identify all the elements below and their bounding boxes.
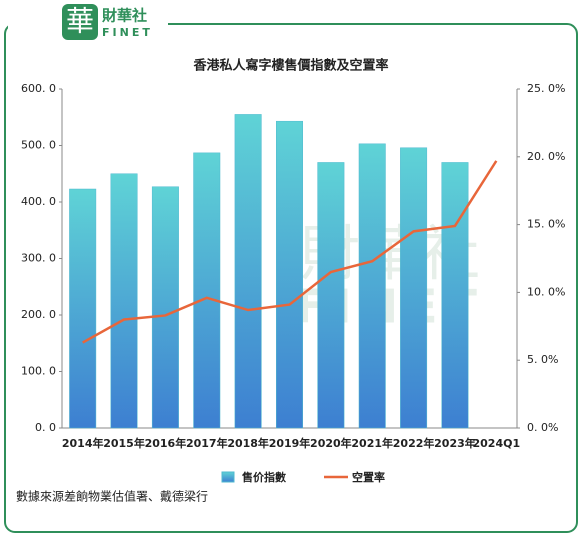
- x-tick-label: 2020年: [310, 436, 352, 450]
- bar: [400, 147, 428, 429]
- x-tick-label: 2023年: [434, 436, 476, 450]
- bar: [193, 152, 221, 429]
- logo-mark: 華: [66, 5, 94, 38]
- bar: [151, 186, 179, 429]
- x-tick-label: 2018年: [227, 436, 269, 450]
- bar: [234, 114, 262, 429]
- y-tick-label: 600. 0: [21, 82, 56, 95]
- x-tick-label: 2016年: [145, 436, 187, 450]
- bar: [317, 162, 345, 429]
- bar: [358, 143, 386, 429]
- chart-title: 香港私人寫字樓售價指數及空置率: [192, 58, 388, 74]
- x-tick-label: 2017年: [186, 436, 228, 450]
- y2-tick-label: 15. 0%: [527, 218, 565, 231]
- x-tick-label: 2021年: [351, 436, 393, 450]
- y-tick-label: 500. 0: [21, 139, 56, 152]
- x-tick-label: 2019年: [269, 436, 311, 450]
- line: [82, 160, 498, 344]
- frame: [4, 23, 578, 533]
- bar: [69, 188, 97, 429]
- logo-latin: FINET: [102, 26, 153, 39]
- legend-label: 空置率: [352, 470, 385, 484]
- y2-tick-label: 5. 0%: [527, 353, 558, 366]
- y-tick-label: 300. 0: [21, 252, 56, 265]
- bar: [110, 173, 138, 429]
- legend-label: 售价指數: [241, 470, 286, 484]
- bar: [276, 120, 303, 429]
- x-tick-label: 2015年: [103, 436, 145, 450]
- legend-swatch: [221, 471, 235, 483]
- y-tick-label: 100. 0: [21, 365, 56, 378]
- y2-tick-label: 25. 0%: [527, 82, 565, 95]
- bar: [441, 162, 469, 429]
- source: 數據來源差餉物業估值署、戴德梁行: [16, 489, 208, 504]
- y2-tick-label: 10. 0%: [527, 285, 565, 298]
- x-tick-label: 2014年: [62, 436, 104, 450]
- x-tick-label: 2022年: [393, 436, 435, 450]
- y2-tick-label: 0. 0%: [527, 421, 558, 434]
- y-tick-label: 200. 0: [21, 308, 56, 321]
- logo-name: 財華社: [101, 7, 147, 25]
- y2-tick-label: 20. 0%: [527, 150, 565, 163]
- y-tick-label: 400. 0: [21, 195, 56, 208]
- x-tick-label: 2024Q1: [473, 437, 521, 450]
- logo-box: [62, 4, 98, 40]
- y-tick-label: 0. 0: [35, 421, 56, 434]
